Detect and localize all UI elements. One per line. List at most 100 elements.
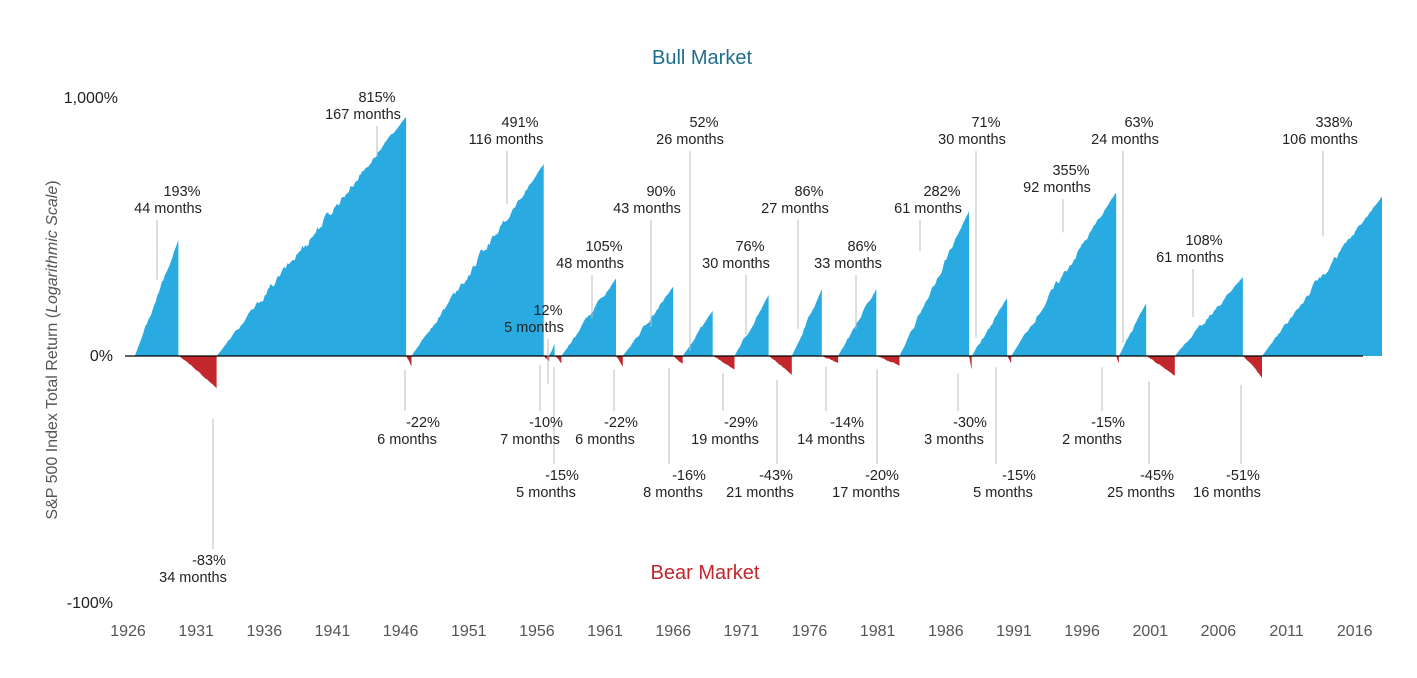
bear-duration-label: 5 months [516,485,576,501]
bull-market-area [682,310,713,356]
bull-duration-label: 167 months [325,107,401,123]
bull-return-label: 90% [646,184,675,200]
bull-return-label: 63% [1124,115,1153,131]
bear-duration-label: 5 months [973,485,1033,501]
bear-return-label: -22% [406,415,440,431]
x-tick-label: 1956 [519,623,555,640]
bull-market-area [838,289,877,356]
bull-duration-label: 30 months [938,132,1006,148]
bull-return-label: 338% [1315,115,1352,131]
bull-return-label: 282% [923,184,960,200]
bear-market-area [821,356,839,363]
bull-return-label: 86% [794,184,823,200]
bull-market-area [549,343,555,356]
y-tick-label: -100% [67,595,113,612]
x-tick-label: 1981 [860,623,896,640]
bull-market-area [561,278,616,356]
bear-return-label: -20% [865,468,899,484]
bull-market-area [1174,276,1243,356]
x-tick-label: 1936 [247,623,283,640]
bear-market-area [406,356,412,367]
bull-market-title: Bull Market [652,47,752,69]
bear-market-area [969,356,972,370]
market-annotations: 193%44 months 815%167 months 491%116 month… [134,90,1358,586]
bull-return-label: 52% [689,115,718,131]
bear-market-area [1146,356,1175,376]
bull-market-area [899,211,969,356]
bear-market-area [712,356,735,370]
x-tick-label: 1951 [451,623,487,640]
y-tick-label: 0% [90,348,113,365]
bear-market-area [768,356,792,375]
bear-duration-label: 6 months [575,432,635,448]
bear-return-label: -43% [759,468,793,484]
bear-duration-label: 6 months [377,432,437,448]
bull-duration-label: 30 months [702,256,770,272]
bull-market-area [1118,303,1147,356]
bull-duration-label: 106 months [1282,132,1358,148]
bull-market-area [971,298,1008,356]
bear-market-area [876,356,900,366]
x-tick-label: 2016 [1337,623,1373,640]
bull-return-label: 815% [358,90,395,106]
bull-duration-label: 92 months [1023,180,1091,196]
bull-market-area [216,116,407,357]
bull-duration-label: 44 months [134,201,202,217]
x-axis-ticks: 1926 1931 1936 1941 1946 1951 1956 1961 1966 1971… [110,623,1372,640]
y-tick-label: 1,000% [64,90,118,107]
bear-return-label: -51% [1226,468,1260,484]
bull-duration-label: 27 months [761,201,829,217]
annotation-leaders [156,126,1324,549]
bull-duration-label: 5 months [504,320,564,336]
x-tick-label: 2011 [1269,623,1304,640]
bear-return-label: -45% [1140,468,1174,484]
bear-return-label: -30% [953,415,987,431]
bull-market-area [411,164,544,356]
bear-market-area [1007,356,1012,364]
bull-return-label: 193% [163,184,200,200]
market-areas [134,116,1382,389]
x-tick-label: 1996 [1064,623,1100,640]
bull-return-label: 108% [1185,233,1222,249]
bear-duration-label: 14 months [797,432,865,448]
bull-return-label: 71% [971,115,1000,131]
bull-market-area [622,286,674,356]
bear-return-label: -83% [192,553,226,569]
bull-duration-label: 24 months [1091,132,1159,148]
bear-duration-label: 34 months [159,570,227,586]
bull-duration-label: 26 months [656,132,724,148]
bear-duration-label: 21 months [726,485,794,501]
bull-duration-label: 43 months [613,201,681,217]
bear-duration-label: 3 months [924,432,984,448]
bull-duration-label: 61 months [1156,250,1224,266]
x-tick-label: 1976 [792,623,828,640]
bear-market-area [616,356,623,367]
x-tick-label: 1991 [996,623,1032,640]
bear-duration-label: 2 months [1062,432,1122,448]
bull-return-label: 355% [1052,163,1089,179]
x-tick-label: 1986 [928,623,964,640]
bull-return-label: 491% [501,115,538,131]
bull-market-area [1011,192,1117,356]
bull-return-label: 12% [533,303,562,319]
bear-market-area [673,356,683,364]
bear-market-area [554,356,562,364]
x-tick-label: 1931 [178,623,214,640]
bear-duration-label: 19 months [691,432,759,448]
bull-market-area [734,294,769,356]
bull-market-area [134,239,179,356]
bull-return-label: 86% [847,239,876,255]
bull-return-label: 76% [735,239,764,255]
x-tick-label: 1961 [587,623,623,640]
bull-duration-label: 48 months [556,256,624,272]
bear-duration-label: 25 months [1107,485,1175,501]
bear-return-label: -16% [672,468,706,484]
bull-duration-label: 116 months [469,132,544,148]
bull-duration-label: 61 months [894,201,962,217]
bear-market-title: Bear Market [651,562,760,584]
bull-market-area [791,289,822,356]
x-tick-label: 1926 [110,623,146,640]
x-tick-label: 2006 [1201,623,1237,640]
bear-market-area [178,356,217,389]
